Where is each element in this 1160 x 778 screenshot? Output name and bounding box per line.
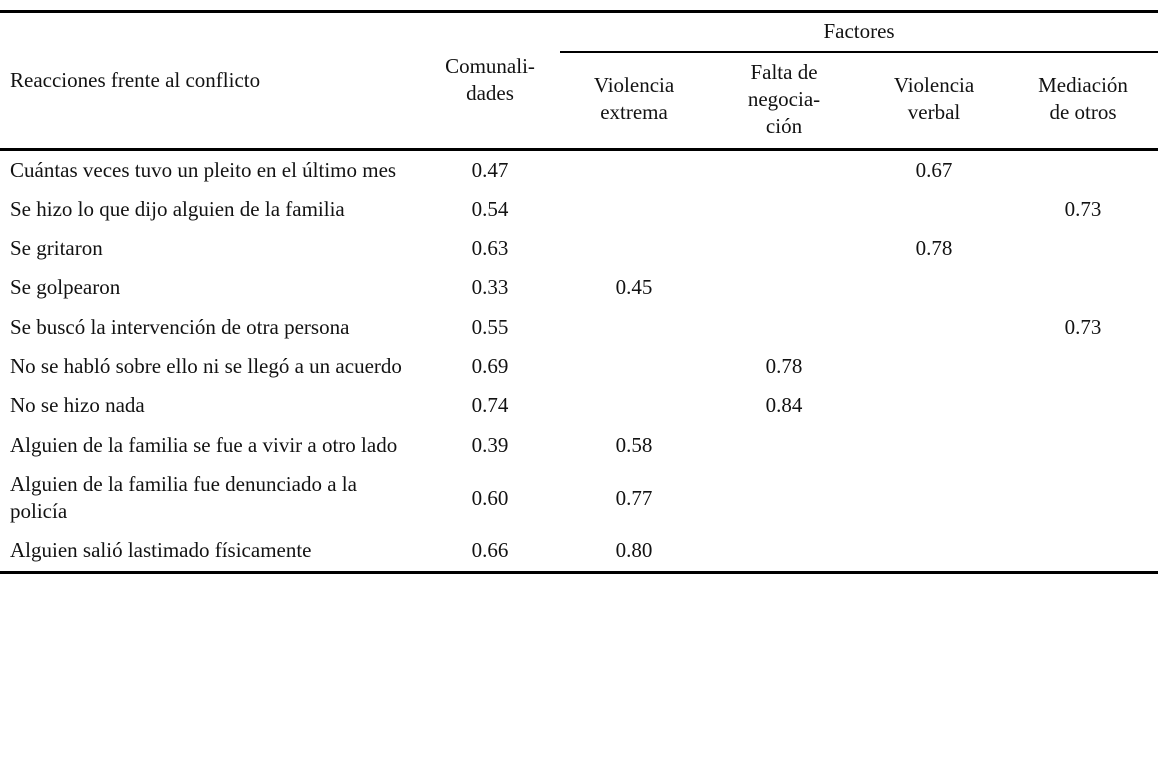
- value-cell-violencia_verbal: [860, 386, 1008, 425]
- value-cell-mediacion_otros: 0.73: [1064, 314, 1102, 339]
- value-cell-falta_negociacion: [708, 190, 860, 229]
- value-cell-violencia_extrema: [560, 386, 708, 425]
- value-cell-mediacion_otros: [1008, 229, 1158, 268]
- value-cell-mediacion_otros: [1008, 347, 1158, 386]
- header-row-factors: Violencia extrema Falta de negocia- ción…: [0, 52, 1158, 149]
- value-cell-mediacion_otros: [1008, 386, 1158, 425]
- row-label: Se buscó la intervención de otra persona: [10, 314, 350, 339]
- value-cell-violencia_verbal: [860, 426, 1008, 465]
- value-cell-comunalidades: 0.54: [471, 196, 509, 221]
- value-cell-comunalidades: 0.33: [471, 275, 509, 300]
- value-cell-comunalidades: 0.63: [471, 236, 509, 261]
- row-label: Se golpearon: [10, 275, 121, 300]
- value-cell-violencia_verbal: [860, 268, 1008, 307]
- column-header-reacciones: Reacciones frente al conflicto: [10, 67, 261, 92]
- value-cell-violencia_extrema: 0.80: [615, 538, 653, 563]
- value-cell-mediacion_otros: [1008, 465, 1158, 532]
- value-cell-mediacion_otros: [1008, 531, 1158, 572]
- value-cell-falta_negociacion: [708, 268, 860, 307]
- table-row: No se hizo nada 0.74 0.84: [0, 386, 1158, 425]
- table-row: Cuántas veces tuvo un pleito en el últim…: [0, 149, 1158, 190]
- table-header: Reacciones frente al conflicto Comunali-…: [0, 11, 1159, 149]
- value-cell-comunalidades: 0.55: [471, 314, 509, 339]
- value-cell-violencia_extrema: [560, 149, 708, 190]
- value-cell-falta_negociacion: 0.84: [765, 393, 803, 418]
- value-cell-mediacion_otros: [1008, 426, 1158, 465]
- row-label: Alguien de la familia se fue a vivir a o…: [10, 432, 398, 457]
- value-cell-comunalidades: 0.60: [471, 485, 509, 510]
- table-row: Se golpearon 0.33 0.45: [0, 268, 1158, 307]
- value-cell-comunalidades: 0.47: [471, 157, 509, 182]
- column-header-comunalidades: Comunali- dades: [445, 54, 535, 106]
- table-row: No se habló sobre ello ni se llegó a un …: [0, 347, 1158, 386]
- table-row: Se buscó la intervención de otra persona…: [0, 308, 1158, 347]
- table-row: Alguien salió lastimado físicamente 0.66 0…: [0, 531, 1158, 572]
- row-label: Se gritaron: [10, 236, 103, 261]
- value-cell-violencia_extrema: [560, 347, 708, 386]
- value-cell-violencia_extrema: [560, 190, 708, 229]
- value-cell-falta_negociacion: 0.78: [765, 353, 803, 378]
- value-cell-comunalidades: 0.74: [471, 393, 509, 418]
- row-label: Alguien salió lastimado físicamente: [10, 538, 312, 563]
- value-cell-mediacion_otros: 0.73: [1064, 196, 1102, 221]
- column-header-falta-de-negociacion: Falta de negocia- ción: [747, 59, 821, 138]
- table-row: Alguien de la familia fue denunciado a l…: [0, 465, 1158, 532]
- column-header-violencia-verbal: Violencia verbal: [893, 73, 975, 125]
- value-cell-violencia_verbal: [860, 190, 1008, 229]
- value-cell-falta_negociacion: [708, 426, 860, 465]
- value-cell-violencia_verbal: 0.78: [915, 236, 953, 261]
- value-cell-comunalidades: 0.39: [471, 432, 509, 457]
- table-body: Cuántas veces tuvo un pleito en el últim…: [0, 149, 1158, 572]
- column-group-header-factores: Factores: [560, 11, 1159, 53]
- value-cell-falta_negociacion: [708, 465, 860, 532]
- row-label: Se hizo lo que dijo alguien de la famili…: [10, 196, 345, 221]
- value-cell-mediacion_otros: [1008, 268, 1158, 307]
- value-cell-violencia_extrema: 0.45: [615, 275, 653, 300]
- table-row: Alguien de la familia se fue a vivir a o…: [0, 426, 1158, 465]
- value-cell-falta_negociacion: [708, 308, 860, 347]
- value-cell-violencia_extrema: [560, 308, 708, 347]
- value-cell-violencia_verbal: [860, 347, 1008, 386]
- value-cell-comunalidades: 0.69: [471, 353, 509, 378]
- value-cell-violencia_verbal: [860, 531, 1008, 572]
- value-cell-falta_negociacion: [708, 149, 860, 190]
- row-label: No se hizo nada: [10, 393, 145, 418]
- row-label: No se habló sobre ello ni se llegó a un …: [10, 353, 402, 378]
- value-cell-comunalidades: 0.66: [471, 538, 509, 563]
- value-cell-violencia_extrema: 0.58: [615, 432, 653, 457]
- column-header-violencia-extrema: Violencia extrema: [593, 73, 675, 125]
- row-label: Alguien de la familia fue denunciado a l…: [10, 471, 357, 524]
- table-row: Se hizo lo que dijo alguien de la famili…: [0, 190, 1158, 229]
- row-label: Cuántas veces tuvo un pleito en el últim…: [10, 157, 397, 182]
- factor-loadings-table: Reacciones frente al conflicto Comunali-…: [0, 10, 1159, 574]
- value-cell-violencia_verbal: [860, 465, 1008, 532]
- value-cell-mediacion_otros: [1008, 149, 1158, 190]
- value-cell-falta_negociacion: [708, 531, 860, 572]
- value-cell-violencia_extrema: 0.77: [615, 485, 653, 510]
- value-cell-violencia_verbal: 0.67: [915, 157, 953, 182]
- value-cell-violencia_verbal: [860, 308, 1008, 347]
- table-row: Se gritaron 0.63 0.78: [0, 229, 1158, 268]
- header-row-group: Reacciones frente al conflicto Comunali-…: [0, 11, 1159, 105]
- value-cell-violencia_extrema: [560, 229, 708, 268]
- value-cell-falta_negociacion: [708, 229, 860, 268]
- column-header-mediacion-de-otros: Mediación de otros: [1038, 73, 1128, 125]
